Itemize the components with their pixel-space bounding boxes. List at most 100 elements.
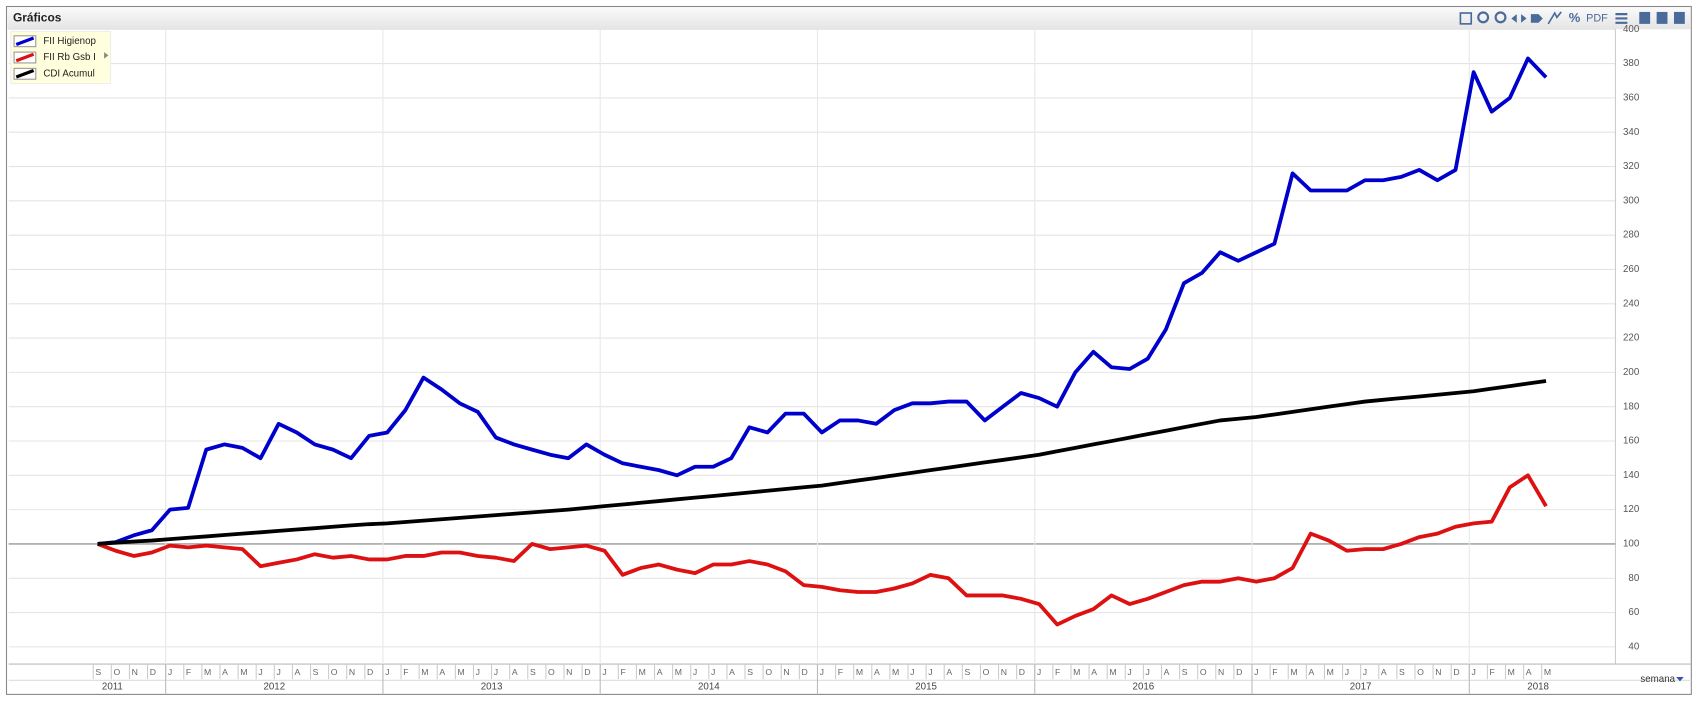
month-label: J — [1146, 667, 1150, 677]
legend: FII Higienop FII Rb Gsb I CDI Acumul — [10, 30, 112, 85]
month-label: M — [1290, 667, 1297, 677]
month-label: M — [1508, 667, 1515, 677]
month-label: D — [802, 667, 808, 677]
y-tick-label: 240 — [1623, 298, 1640, 309]
legend-swatch — [15, 36, 35, 47]
month-label: F — [1490, 667, 1495, 677]
month-label: N — [1001, 667, 1007, 677]
y-tick-label: 60 — [1628, 607, 1639, 618]
month-label: J — [928, 667, 932, 677]
month-label: J — [276, 667, 280, 677]
y-tick-label: 40 — [1628, 641, 1639, 652]
month-label: N — [783, 667, 789, 677]
month-label: A — [222, 667, 228, 677]
month-label: D — [1019, 667, 1025, 677]
y-tick-label: 260 — [1623, 264, 1640, 275]
draw-button[interactable] — [1547, 11, 1562, 25]
month-label: N — [566, 667, 572, 677]
month-label: A — [874, 667, 880, 677]
month-label: O — [331, 667, 338, 677]
maximize-button[interactable] — [1656, 11, 1668, 24]
month-label: J — [1345, 667, 1349, 677]
legend-expand-arrow — [104, 52, 109, 59]
month-label: J — [1363, 667, 1367, 677]
month-label: M — [639, 667, 646, 677]
y-tick-label: 200 — [1623, 367, 1640, 378]
zoom-in-button[interactable] — [1477, 11, 1490, 24]
pan-button[interactable] — [1511, 14, 1527, 23]
month-label: F — [620, 667, 625, 677]
zoom-out-button[interactable] — [1494, 11, 1507, 24]
year-label: 2014 — [698, 681, 720, 692]
month-label: D — [1236, 667, 1242, 677]
minimize-button[interactable] — [1639, 11, 1651, 24]
tag-button[interactable] — [1530, 14, 1543, 23]
y-tick-label: 280 — [1623, 230, 1640, 241]
legend-label: FII Higienop — [43, 36, 96, 47]
year-label: 2013 — [481, 681, 503, 692]
menu-button[interactable] — [1615, 13, 1628, 24]
year-label: 2015 — [915, 681, 937, 692]
month-label: S — [964, 667, 970, 677]
period-selector[interactable]: semana — [1640, 674, 1675, 685]
month-label: D — [367, 667, 373, 677]
month-label: A — [1164, 667, 1170, 677]
month-label: J — [1471, 667, 1475, 677]
month-label: F — [838, 667, 843, 677]
close-button[interactable] — [1673, 11, 1685, 24]
y-tick-label: 100 — [1623, 539, 1640, 550]
month-label: O — [983, 667, 990, 677]
month-label: M — [1109, 667, 1116, 677]
y-tick-label: 80 — [1628, 573, 1639, 584]
month-label: O — [1200, 667, 1207, 677]
y-tick-label: 160 — [1623, 436, 1640, 447]
window-frame — [5, 5, 1692, 695]
month-label: J — [1254, 667, 1258, 677]
y-tick-label: 180 — [1623, 401, 1640, 412]
month-label: N — [1435, 667, 1441, 677]
pdf-button[interactable]: PDF — [1586, 12, 1608, 24]
plot: 40 60 80 100 120 140 160 180 200 220 240 260 280 300 3… — [8, 24, 1692, 695]
y-tick-label: 120 — [1623, 504, 1640, 515]
series-line — [96, 473, 1548, 627]
month-label: M — [892, 667, 899, 677]
y-tick-label: 360 — [1623, 92, 1640, 103]
month-label: F — [403, 667, 408, 677]
legend-swatch — [15, 69, 35, 79]
y-tick-label: 340 — [1623, 127, 1640, 138]
month-label: J — [476, 667, 480, 677]
month-label: S — [747, 667, 753, 677]
month-label: A — [439, 667, 445, 677]
month-label: J — [1127, 667, 1131, 677]
legend-label: FII Rb Gsb I — [43, 52, 96, 63]
series-line — [97, 379, 1547, 546]
year-label: 2016 — [1133, 681, 1155, 692]
title-bar — [7, 7, 1691, 30]
month-label: M — [458, 667, 465, 677]
fullscreen-button[interactable] — [1459, 12, 1473, 25]
toolbar: % PDF — [1459, 10, 1685, 25]
month-label: J — [1037, 667, 1041, 677]
legend-swatch — [15, 52, 35, 63]
month-label: A — [1091, 667, 1097, 677]
month-label: O — [765, 667, 772, 677]
year-label: 2018 — [1527, 681, 1549, 692]
y-tick-label: 320 — [1623, 161, 1640, 172]
month-label: N — [349, 667, 355, 677]
month-label: M — [1544, 667, 1551, 677]
legend-label: CDI Acumul — [43, 68, 94, 79]
month-label: N — [1218, 667, 1224, 677]
month-label: S — [530, 667, 536, 677]
period-arrow[interactable] — [1676, 677, 1684, 682]
year-label: 2017 — [1350, 681, 1372, 692]
month-label: J — [693, 667, 697, 677]
month-label: D — [150, 667, 156, 677]
month-label: J — [711, 667, 715, 677]
y-tick-label: 380 — [1623, 58, 1640, 69]
year-label: 2012 — [263, 681, 285, 692]
y-tick-label: 220 — [1623, 333, 1640, 344]
month-label: S — [95, 667, 101, 677]
percent-button[interactable]: % — [1569, 10, 1581, 25]
month-label: A — [1309, 667, 1315, 677]
